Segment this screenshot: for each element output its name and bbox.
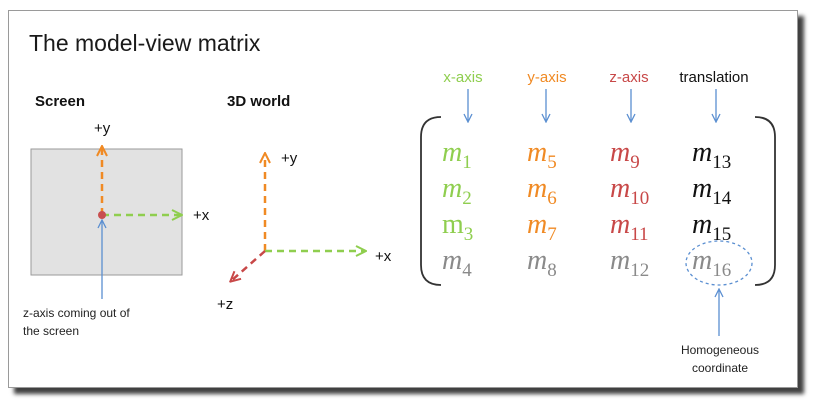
matrix-cell-m16: m16 [692,245,731,281]
world-z-axis-arrow [231,250,266,281]
z-axis-note-line2: the screen [23,324,79,338]
screen-x-label: +x [193,207,210,224]
world-y-label: +y [281,150,298,167]
model-view-diagram: The model-view matrix Screen +y +x z-axi… [23,30,776,375]
screen-label: Screen [35,93,85,110]
matrix-cell-m12: m12 [610,245,649,281]
matrix-cell-m13: m13 [692,137,731,173]
matrix-cell-m3: m3 [442,209,473,245]
slide: The model-view matrix Screen +y +x z-axi… [8,10,798,388]
matrix-right-bracket [754,116,776,286]
column-header-arrows [468,89,716,121]
matrix-cell-m15: m15 [692,209,731,245]
world-x-label: +x [375,248,392,265]
matrix-cell-m9: m9 [610,137,640,173]
matrix-cell-m11: m11 [610,209,649,245]
matrix-cell-m1: m1 [442,137,472,173]
page-title: The model-view matrix [29,30,261,56]
screen-origin-dot [98,211,106,219]
homogeneous-highlight-ellipse [685,240,753,286]
matrix-cell-m4: m4 [442,245,472,281]
homogeneous-label-line1: Homogeneous [681,343,759,357]
matrix-cell-m8: m8 [527,245,557,281]
column-header-y-axis: y-axis [527,69,566,86]
column-header-translation: translation [679,69,748,86]
matrix-cell-m14: m14 [692,173,732,209]
matrix-left-bracket [420,116,442,286]
matrix-cell-m6: m6 [527,173,557,209]
column-header-x-axis: x-axis [443,69,482,86]
matrix-column-headers: x-axis y-axis z-axis translation [443,69,748,86]
homogeneous-label-line2: coordinate [692,361,748,375]
matrix-cell-m7: m7 [527,209,557,245]
z-axis-note-line1: z-axis coming out of [23,306,130,320]
column-header-z-axis: z-axis [609,69,648,86]
matrix-cell-m10: m10 [610,173,649,209]
matrix-cell-m2: m2 [442,173,472,209]
screen-rectangle [30,148,183,276]
world-z-label: +z [217,296,233,313]
matrix-cell-m5: m5 [527,137,557,173]
screen-y-label: +y [94,120,111,137]
world-label: 3D world [227,93,290,110]
